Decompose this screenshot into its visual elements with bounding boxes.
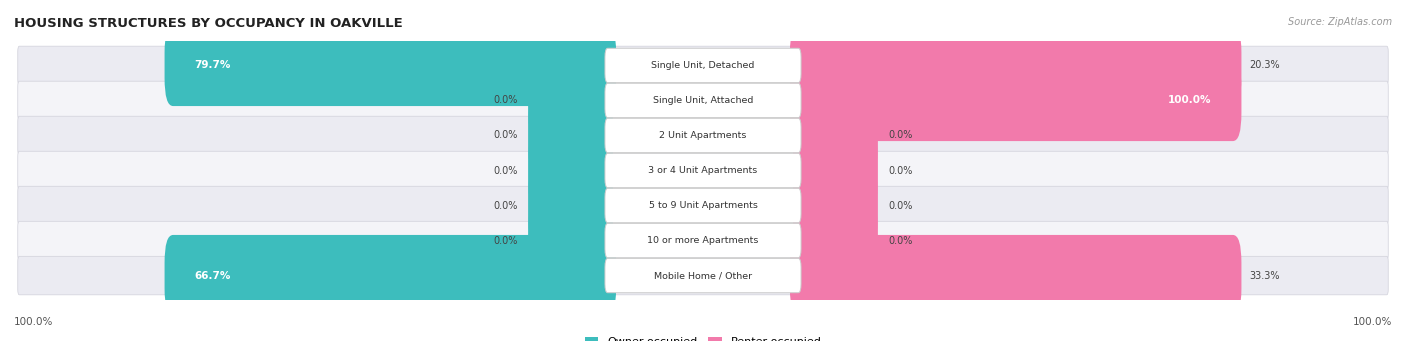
Text: 0.0%: 0.0% (494, 95, 517, 105)
Text: 0.0%: 0.0% (889, 165, 912, 176)
Text: 100.0%: 100.0% (1168, 95, 1212, 105)
Legend: Owner-occupied, Renter-occupied: Owner-occupied, Renter-occupied (581, 332, 825, 341)
FancyBboxPatch shape (529, 175, 613, 236)
Text: Single Unit, Detached: Single Unit, Detached (651, 61, 755, 70)
FancyBboxPatch shape (18, 151, 1388, 190)
Text: 2 Unit Apartments: 2 Unit Apartments (659, 131, 747, 140)
Text: 0.0%: 0.0% (889, 236, 912, 246)
FancyBboxPatch shape (605, 223, 801, 258)
FancyBboxPatch shape (529, 210, 613, 271)
Text: 66.7%: 66.7% (194, 270, 231, 281)
FancyBboxPatch shape (529, 70, 613, 131)
FancyBboxPatch shape (605, 188, 801, 223)
FancyBboxPatch shape (793, 140, 877, 201)
Text: 33.3%: 33.3% (1249, 270, 1279, 281)
FancyBboxPatch shape (165, 25, 616, 106)
Text: 5 to 9 Unit Apartments: 5 to 9 Unit Apartments (648, 201, 758, 210)
Text: 0.0%: 0.0% (889, 201, 912, 210)
FancyBboxPatch shape (18, 81, 1388, 120)
FancyBboxPatch shape (18, 186, 1388, 225)
FancyBboxPatch shape (18, 46, 1388, 85)
Text: 100.0%: 100.0% (14, 317, 53, 327)
FancyBboxPatch shape (605, 258, 801, 293)
FancyBboxPatch shape (165, 235, 616, 316)
FancyBboxPatch shape (18, 116, 1388, 155)
FancyBboxPatch shape (605, 153, 801, 188)
Text: 0.0%: 0.0% (889, 131, 912, 140)
Text: 79.7%: 79.7% (194, 60, 231, 71)
FancyBboxPatch shape (18, 221, 1388, 260)
Text: 0.0%: 0.0% (494, 131, 517, 140)
Text: 10 or more Apartments: 10 or more Apartments (647, 236, 759, 245)
FancyBboxPatch shape (605, 48, 801, 83)
FancyBboxPatch shape (605, 118, 801, 153)
FancyBboxPatch shape (793, 105, 877, 166)
Text: 0.0%: 0.0% (494, 236, 517, 246)
Text: Mobile Home / Other: Mobile Home / Other (654, 271, 752, 280)
FancyBboxPatch shape (529, 105, 613, 166)
FancyBboxPatch shape (793, 175, 877, 236)
Text: Single Unit, Attached: Single Unit, Attached (652, 96, 754, 105)
FancyBboxPatch shape (790, 25, 1241, 106)
Text: 3 or 4 Unit Apartments: 3 or 4 Unit Apartments (648, 166, 758, 175)
Text: HOUSING STRUCTURES BY OCCUPANCY IN OAKVILLE: HOUSING STRUCTURES BY OCCUPANCY IN OAKVI… (14, 17, 402, 30)
Text: 20.3%: 20.3% (1249, 60, 1279, 71)
Text: 0.0%: 0.0% (494, 201, 517, 210)
Text: 0.0%: 0.0% (494, 165, 517, 176)
FancyBboxPatch shape (790, 60, 1241, 141)
Text: Source: ZipAtlas.com: Source: ZipAtlas.com (1288, 17, 1392, 27)
FancyBboxPatch shape (793, 210, 877, 271)
Text: 100.0%: 100.0% (1353, 317, 1392, 327)
FancyBboxPatch shape (18, 256, 1388, 295)
FancyBboxPatch shape (529, 140, 613, 201)
FancyBboxPatch shape (790, 235, 1241, 316)
FancyBboxPatch shape (605, 83, 801, 118)
